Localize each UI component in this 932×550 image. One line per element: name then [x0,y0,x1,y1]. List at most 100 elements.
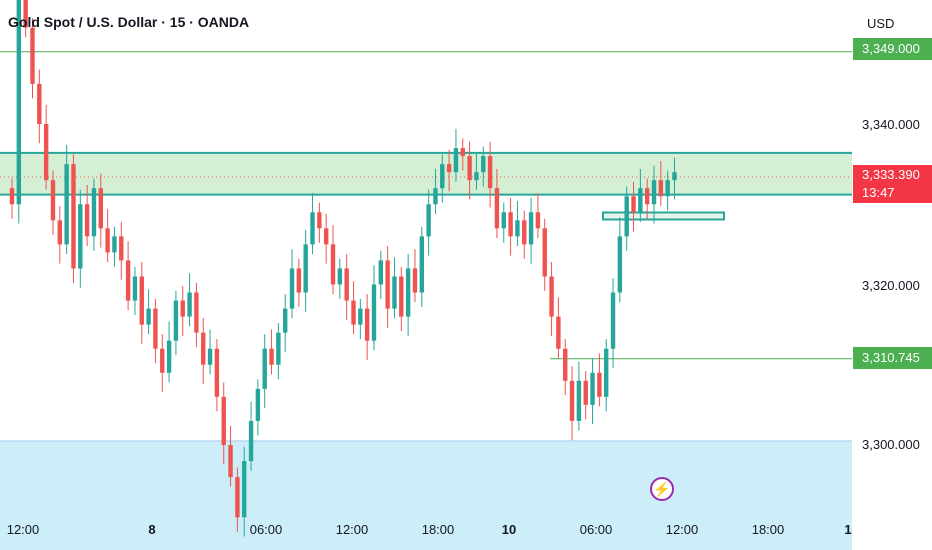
candle-down [139,276,144,325]
candle-up [651,180,657,205]
lightning-bolt-icon[interactable]: ⚡ [650,477,674,501]
candle-up [337,268,343,285]
candle-down [364,308,370,341]
candle-up [576,380,582,421]
candle-down [631,196,636,213]
candle-down [235,477,240,518]
candle-up [358,308,363,325]
candle-down [201,332,206,365]
candle-down [98,188,103,229]
candle-up [276,332,281,365]
candle-up [283,308,288,333]
candle-up [64,164,69,245]
currency-label[interactable]: USD [867,16,895,31]
candle-down [344,268,349,301]
candle-down [549,276,554,317]
candle-down [23,0,28,28]
candle-down [658,180,664,197]
candle-down [228,445,233,478]
candle-down [105,228,110,253]
candles-layer [9,0,677,537]
top-level-badge: 3,349.000 [853,38,932,60]
candle-down [160,348,165,373]
candle-down [542,228,547,277]
candle-down [508,212,513,237]
candle-down [597,372,602,397]
candle-down [9,188,15,205]
countdown-label: 13:47 [862,185,895,200]
candle-down [351,300,356,325]
candle-up [624,196,629,237]
x-tick-1200-b: 12:00 [335,522,369,537]
candle-up [242,461,247,518]
candle-up [303,244,308,293]
zones-layer [0,151,852,550]
lines-layer [0,51,852,360]
x-tick-day-8: 8 [148,522,156,537]
candle-down [37,83,42,124]
current-price-badge: 3,333.390 13:47 [853,165,932,203]
y-tick-3340: 3,340.000 [862,117,920,132]
candle-down [57,220,63,245]
x-tick-0600: 06:00 [249,522,283,537]
candle-up [501,212,506,229]
candle-down [119,236,124,261]
candle-down [569,380,575,421]
x-tick-1800-b: 18:00 [751,522,785,537]
candle-up [262,348,267,389]
candle-up [604,348,609,397]
resistance-zone [0,152,852,195]
candle-down [522,220,527,245]
candle-up [665,180,670,197]
candle-down [535,212,541,229]
candle-down [317,212,322,229]
candle-up [392,276,397,309]
candle-down [221,396,226,445]
candle-up [16,0,22,205]
candle-down [385,260,390,309]
candle-up [207,348,213,365]
candle-up [310,212,315,245]
chart-title: Gold Spot / U.S. Dollar · 15 · OANDA [8,14,250,30]
support-zone [0,440,852,550]
candle-down [194,292,199,333]
candle-up [132,276,138,301]
candle-up [610,292,616,349]
candle-up [371,284,377,341]
candle-up [112,236,117,253]
candle-down [583,380,588,405]
candle-down [563,348,568,381]
candle-down [330,244,336,285]
candle-up [146,308,151,325]
candle-down [153,308,158,349]
candle-up [378,260,384,285]
candle-up [289,268,295,309]
y-tick-3320: 3,320.000 [862,278,920,293]
candle-up [440,164,445,189]
rectangle-zone [602,211,725,221]
candle-down [84,204,90,237]
candle-up [474,172,479,181]
candle-up [166,340,172,373]
x-tick-day-11: 1 [844,522,852,537]
x-tick-day-10: 10 [501,522,517,537]
candle-down [180,300,185,317]
candle-down [644,188,650,205]
candle-up [91,188,97,237]
candle-down [556,316,561,349]
candle-up [515,220,520,237]
current-price-label: 3,333.390 [862,167,920,182]
y-tick-3300: 3,300.000 [862,437,920,452]
candle-up [255,388,261,421]
x-tick-0600-b: 06:00 [579,522,613,537]
candle-down [125,260,131,301]
candle-down [269,348,274,365]
candle-up [481,156,486,173]
candle-up [187,292,192,317]
candle-down [446,164,452,173]
candle-down [412,268,418,293]
candle-up [173,300,179,341]
candle-down [487,156,493,189]
x-tick-1800: 18:00 [421,522,455,537]
